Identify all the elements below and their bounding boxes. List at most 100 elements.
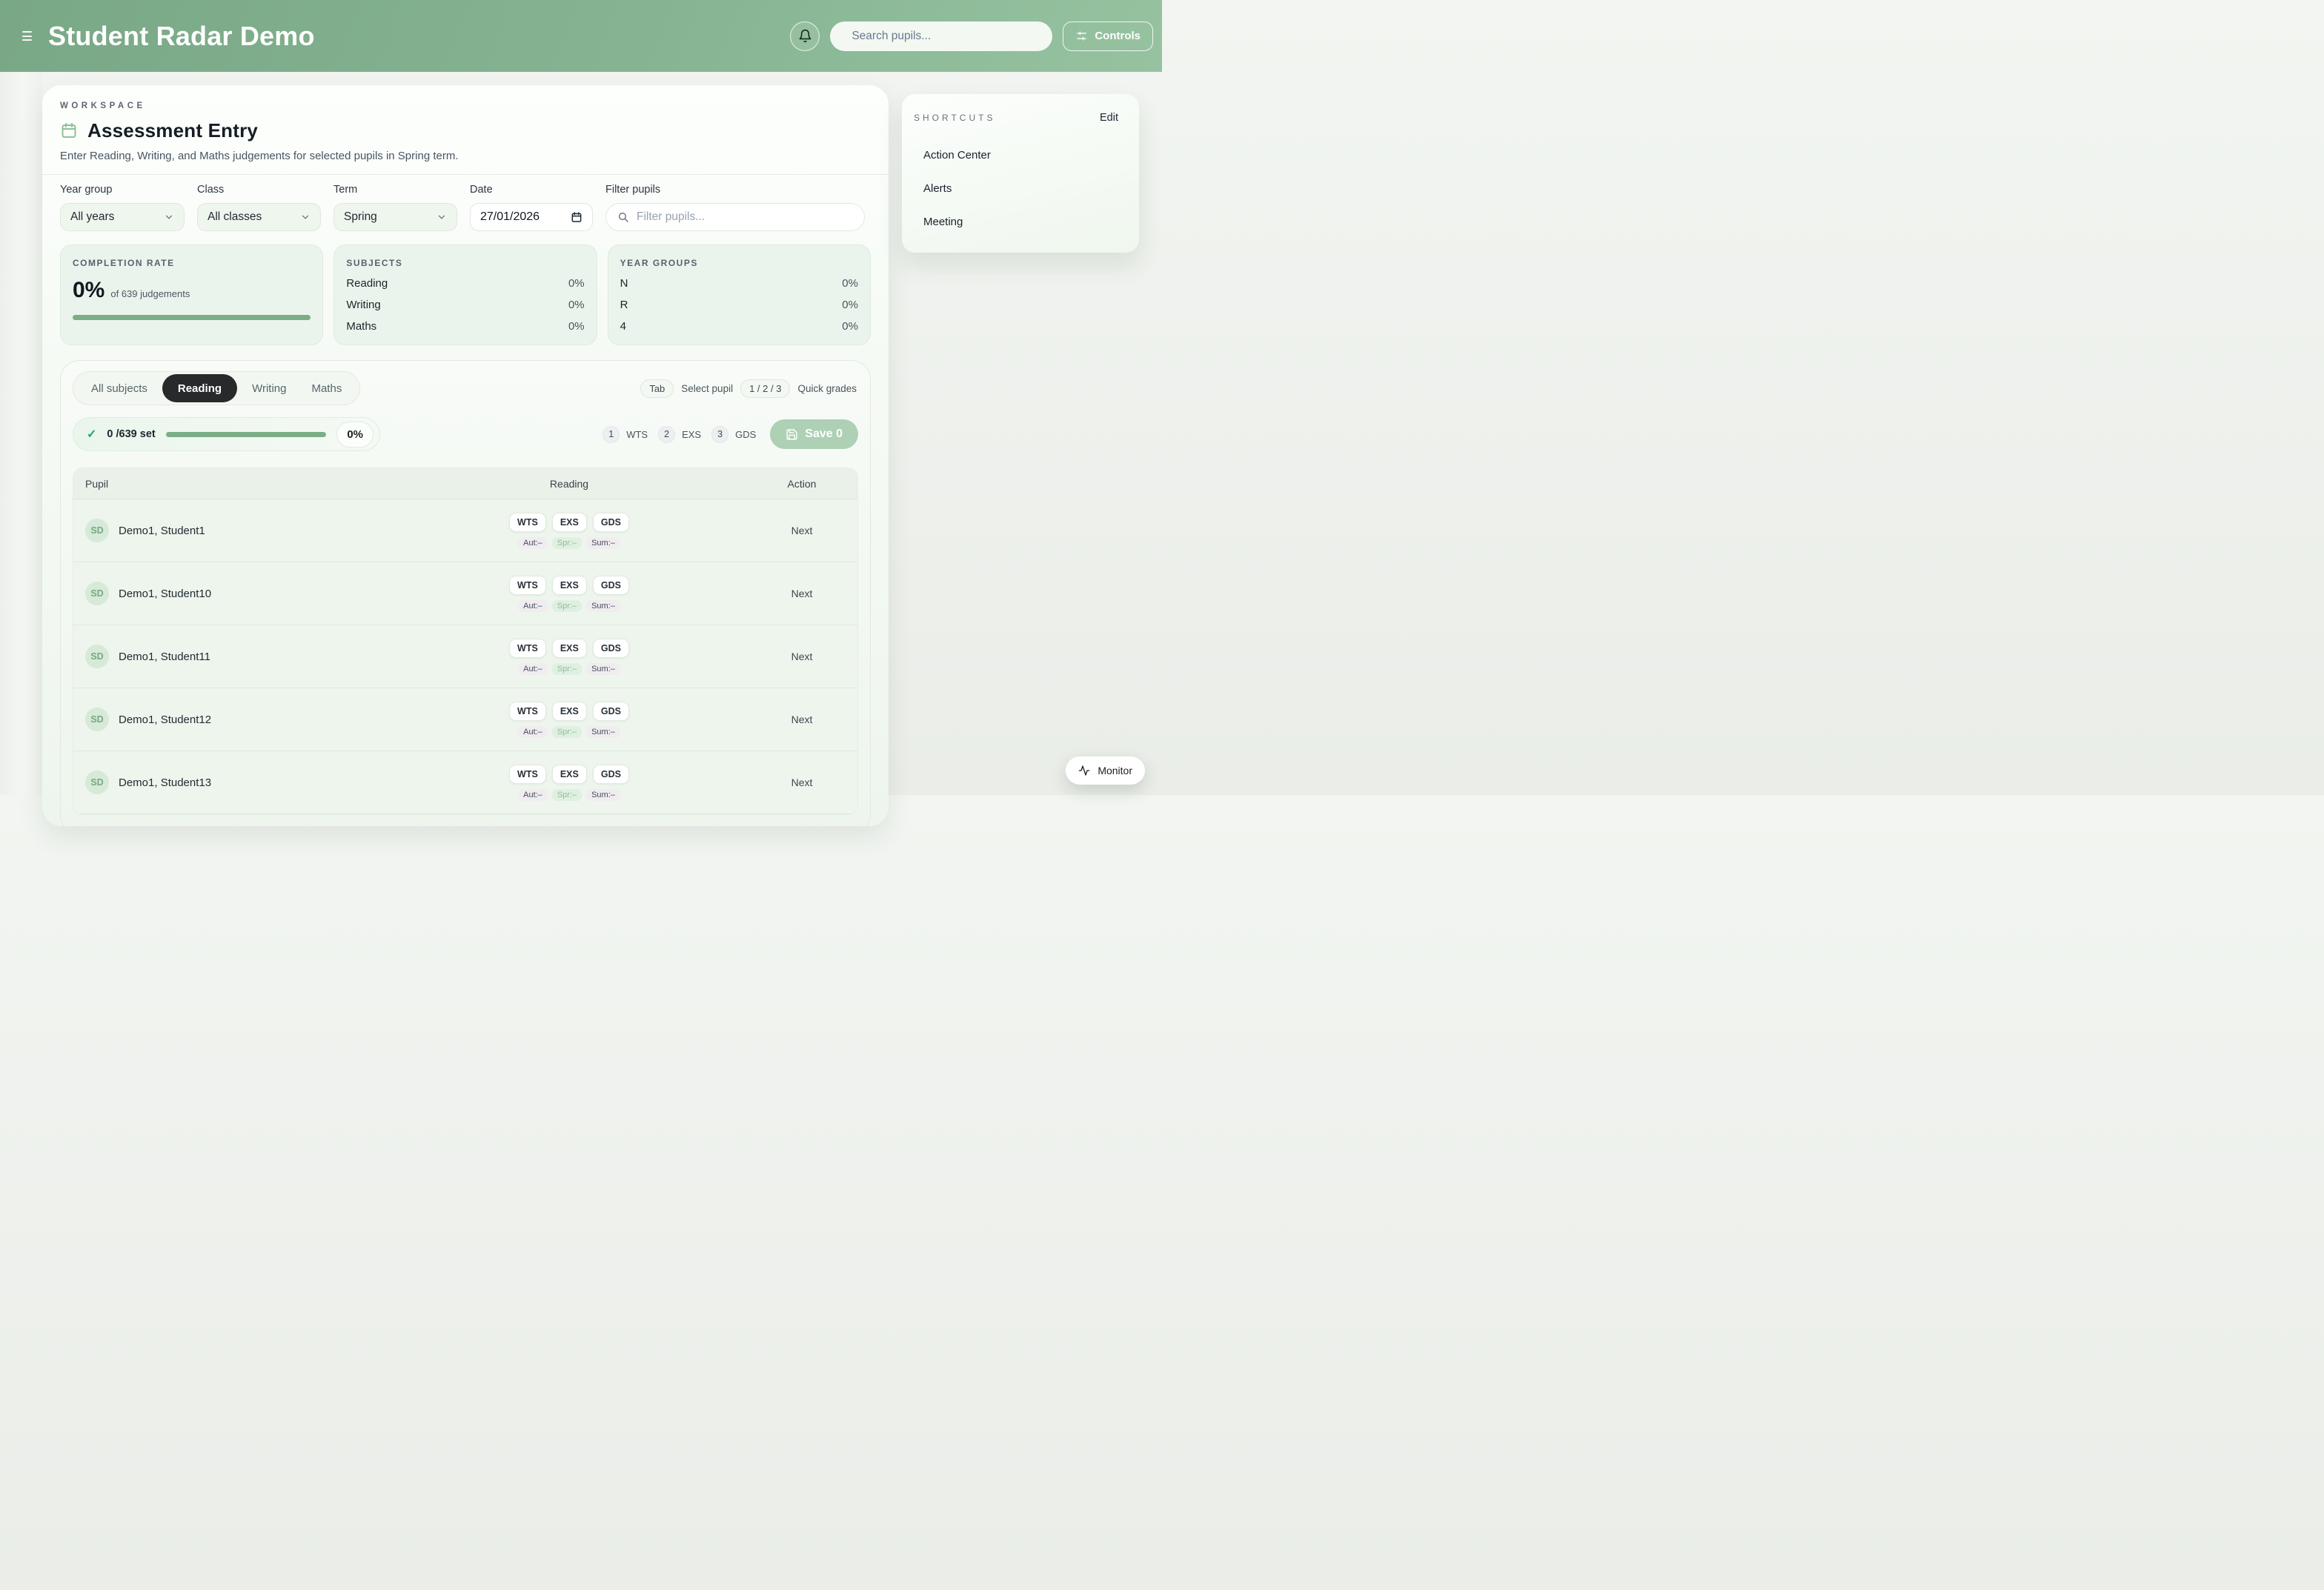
number-hint-text: Quick grades bbox=[797, 382, 857, 394]
grade-button-gds[interactable]: GDS bbox=[592, 764, 629, 784]
summer-chip: Sum:– bbox=[586, 788, 620, 801]
save-button[interactable]: Save 0 bbox=[770, 419, 858, 449]
class-select[interactable]: All classes bbox=[197, 203, 321, 231]
page-background-gutter bbox=[0, 72, 42, 795]
date-label: Date bbox=[470, 184, 493, 196]
column-reading: Reading bbox=[549, 477, 589, 490]
search-icon bbox=[617, 211, 629, 223]
summer-chip: Sum:– bbox=[586, 662, 620, 675]
monitor-label: Monitor bbox=[1098, 765, 1132, 776]
table-header: Pupil Reading Action bbox=[73, 468, 857, 499]
autumn-chip: Aut:– bbox=[518, 536, 548, 549]
shortcut-item-meeting[interactable]: Meeting bbox=[923, 216, 963, 228]
next-link[interactable]: Next bbox=[791, 588, 813, 599]
date-input[interactable]: 27/01/2026 bbox=[470, 203, 593, 231]
grade-button-gds[interactable]: GDS bbox=[592, 512, 629, 532]
edit-shortcuts-link[interactable]: Edit bbox=[1100, 112, 1118, 124]
tab-reading[interactable]: Reading bbox=[162, 374, 238, 402]
grade-button-wts[interactable]: WTS bbox=[509, 512, 546, 532]
tab-writing[interactable]: Writing bbox=[252, 382, 287, 395]
progress-toolbar: ✓ 0 /639 set 0% 1 WTS 2 EXS 3 GDS Save 0 bbox=[73, 417, 858, 451]
bell-icon bbox=[798, 29, 812, 43]
subject-stat-row: Writing 0% bbox=[346, 299, 584, 311]
subject-name: Reading bbox=[346, 277, 388, 290]
filter-pupils-wrap bbox=[605, 203, 865, 231]
entry-progress-percent: 0% bbox=[336, 421, 374, 448]
grade-button-wts[interactable]: WTS bbox=[509, 575, 546, 595]
subject-value: 0% bbox=[568, 299, 585, 311]
grade-button-exs[interactable]: EXS bbox=[551, 575, 587, 595]
avatar: SD bbox=[85, 645, 109, 668]
menu-icon[interactable] bbox=[22, 31, 34, 41]
shortcut-item-alerts[interactable]: Alerts bbox=[923, 182, 952, 195]
column-pupil: Pupil bbox=[85, 477, 109, 490]
controls-button[interactable]: Controls bbox=[1063, 21, 1153, 51]
year-group-label: Year group bbox=[60, 184, 113, 196]
page-title: Assessment Entry bbox=[87, 119, 259, 142]
stats-row: COMPLETION RATE 0% of 639 judgements SUB… bbox=[42, 239, 889, 345]
next-link[interactable]: Next bbox=[791, 713, 813, 725]
chevron-down-icon bbox=[436, 212, 447, 222]
sliders-icon bbox=[1075, 30, 1088, 42]
pupil-table: Pupil Reading Action SD Demo1, Student1 … bbox=[73, 468, 858, 815]
avatar: SD bbox=[85, 519, 109, 542]
workspace-eyebrow: WORKSPACE bbox=[60, 102, 146, 110]
year-group-stat-row: 4 0% bbox=[620, 320, 858, 333]
autumn-chip: Aut:– bbox=[518, 788, 548, 801]
table-row: SD Demo1, Student10 WTS EXS GDS Aut:– Sp… bbox=[73, 562, 857, 625]
grade-button-gds[interactable]: GDS bbox=[592, 575, 629, 595]
completion-rate-label: COMPLETION RATE bbox=[73, 258, 175, 268]
app-title: Student Radar Demo bbox=[48, 20, 315, 51]
chevron-down-icon bbox=[300, 212, 311, 222]
grade-button-gds[interactable]: GDS bbox=[592, 701, 629, 721]
tab-maths[interactable]: Maths bbox=[311, 382, 342, 395]
year-group-value: 0% bbox=[842, 299, 858, 311]
subject-stat-row: Maths 0% bbox=[346, 320, 584, 333]
workspace-card: WORKSPACE Assessment Entry Enter Reading… bbox=[42, 85, 889, 826]
next-link[interactable]: Next bbox=[791, 776, 813, 788]
controls-label: Controls bbox=[1095, 30, 1141, 42]
pupil-name: Demo1, Student11 bbox=[119, 650, 210, 663]
grade-button-wts[interactable]: WTS bbox=[509, 701, 546, 721]
shortcut-item-action-center[interactable]: Action Center bbox=[923, 149, 991, 162]
year-group-select[interactable]: All years bbox=[60, 203, 185, 231]
year-group-value: All years bbox=[70, 210, 115, 223]
next-link[interactable]: Next bbox=[791, 651, 813, 662]
grade-button-wts[interactable]: WTS bbox=[509, 638, 546, 658]
page-description: Enter Reading, Writing, and Maths judgem… bbox=[60, 150, 459, 162]
grade-button-exs[interactable]: EXS bbox=[551, 764, 587, 784]
grade-button-gds[interactable]: GDS bbox=[592, 638, 629, 658]
filter-pupils-input[interactable] bbox=[637, 210, 853, 224]
term-label: Term bbox=[333, 184, 358, 196]
class-label: Class bbox=[197, 184, 225, 196]
tab-hint-text: Select pupil bbox=[681, 382, 734, 394]
progress-summary: ✓ 0 /639 set 0% bbox=[73, 417, 380, 451]
notifications-button[interactable] bbox=[790, 21, 820, 51]
monitor-button[interactable]: Monitor bbox=[1066, 756, 1145, 785]
pupil-name: Demo1, Student10 bbox=[119, 587, 212, 600]
avatar: SD bbox=[85, 582, 109, 605]
search-input[interactable] bbox=[851, 29, 1041, 43]
next-link[interactable]: Next bbox=[791, 525, 813, 536]
tab-all-subjects[interactable]: All subjects bbox=[91, 382, 147, 395]
subject-value: 0% bbox=[568, 277, 585, 290]
grade-button-exs[interactable]: EXS bbox=[551, 701, 587, 721]
term-select[interactable]: Spring bbox=[333, 203, 457, 231]
grade-button-exs[interactable]: EXS bbox=[551, 638, 587, 658]
header-search bbox=[830, 21, 1053, 51]
table-row: SD Demo1, Student13 WTS EXS GDS Aut:– Sp… bbox=[73, 751, 857, 814]
term-field: Term Spring bbox=[333, 184, 457, 231]
grade-key-legend: 1 WTS 2 EXS 3 GDS bbox=[602, 425, 760, 443]
summer-chip: Sum:– bbox=[586, 725, 620, 738]
spring-chip: Spr:– bbox=[551, 536, 582, 549]
summer-chip: Sum:– bbox=[586, 599, 620, 612]
table-row: SD Demo1, Student1 WTS EXS GDS Aut:– Spr… bbox=[73, 499, 857, 562]
year-group-value: 0% bbox=[842, 320, 858, 333]
class-value: All classes bbox=[208, 210, 262, 223]
grade-button-wts[interactable]: WTS bbox=[509, 764, 546, 784]
subject-name: Maths bbox=[346, 320, 377, 333]
subjects-card: SUBJECTS Reading 0% Writing 0% Maths 0% bbox=[333, 245, 597, 345]
summer-chip: Sum:– bbox=[586, 536, 620, 549]
grade-button-exs[interactable]: EXS bbox=[551, 512, 587, 532]
shortcuts-panel: SHORTCUTS Edit Action Center Alerts Meet… bbox=[902, 94, 1139, 253]
